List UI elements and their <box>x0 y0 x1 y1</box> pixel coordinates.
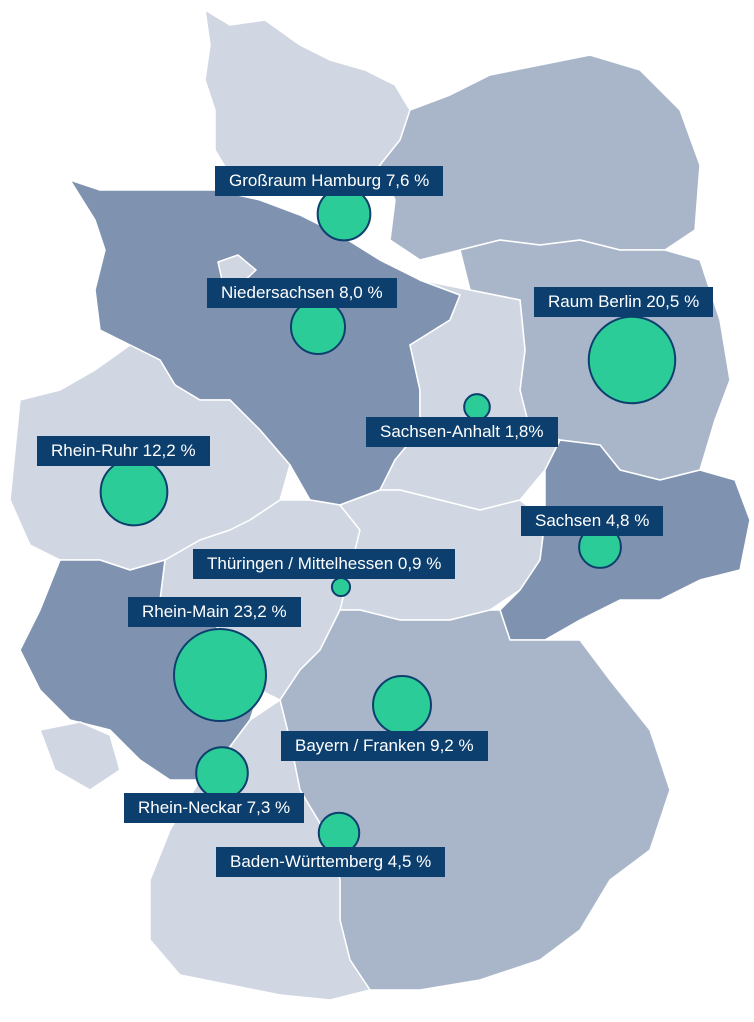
state-sachsen <box>499 439 751 641</box>
bubble-raum-berlin <box>587 315 677 405</box>
label-bayern-franken: Bayern / Franken 9,2 % <box>281 731 488 761</box>
bubble-sachsen-anhalt <box>463 393 491 421</box>
label-sachsen: Sachsen 4,8 % <box>521 506 664 536</box>
label-rhein-neckar: Rhein-Neckar 7,3 % <box>124 793 305 823</box>
label-raum-berlin: Raum Berlin 20,5 % <box>534 287 714 317</box>
state-mecklenburg-vorpommern <box>379 54 701 261</box>
bubble-bayern-franken <box>372 675 432 735</box>
bubble-rhein-neckar <box>195 746 249 800</box>
label-rhein-main: Rhein-Main 23,2 % <box>128 597 301 627</box>
label-grossraum-hamburg: Großraum Hamburg 7,6 % <box>215 166 444 196</box>
label-thueringen-mittelhessen: Thüringen / Mittelhessen 0,9 % <box>193 549 456 579</box>
bubble-thueringen-mittelhessen <box>330 576 352 598</box>
state-schleswig-holstein <box>204 9 411 191</box>
bubble-layer <box>99 186 677 855</box>
label-sachsen-anhalt: Sachsen-Anhalt 1,8% <box>366 417 558 447</box>
state-saarland <box>39 721 121 791</box>
label-rhein-ruhr: Rhein-Ruhr 12,2 % <box>37 436 210 466</box>
label-baden-wuerttemberg: Baden-Württemberg 4,5 % <box>216 847 446 877</box>
bubble-rhein-main <box>173 628 267 722</box>
bubble-rhein-ruhr <box>99 457 169 527</box>
label-niedersachsen: Niedersachsen 8,0 % <box>207 278 397 308</box>
state-bremen <box>217 254 257 286</box>
bubble-niedersachsen <box>289 298 347 356</box>
